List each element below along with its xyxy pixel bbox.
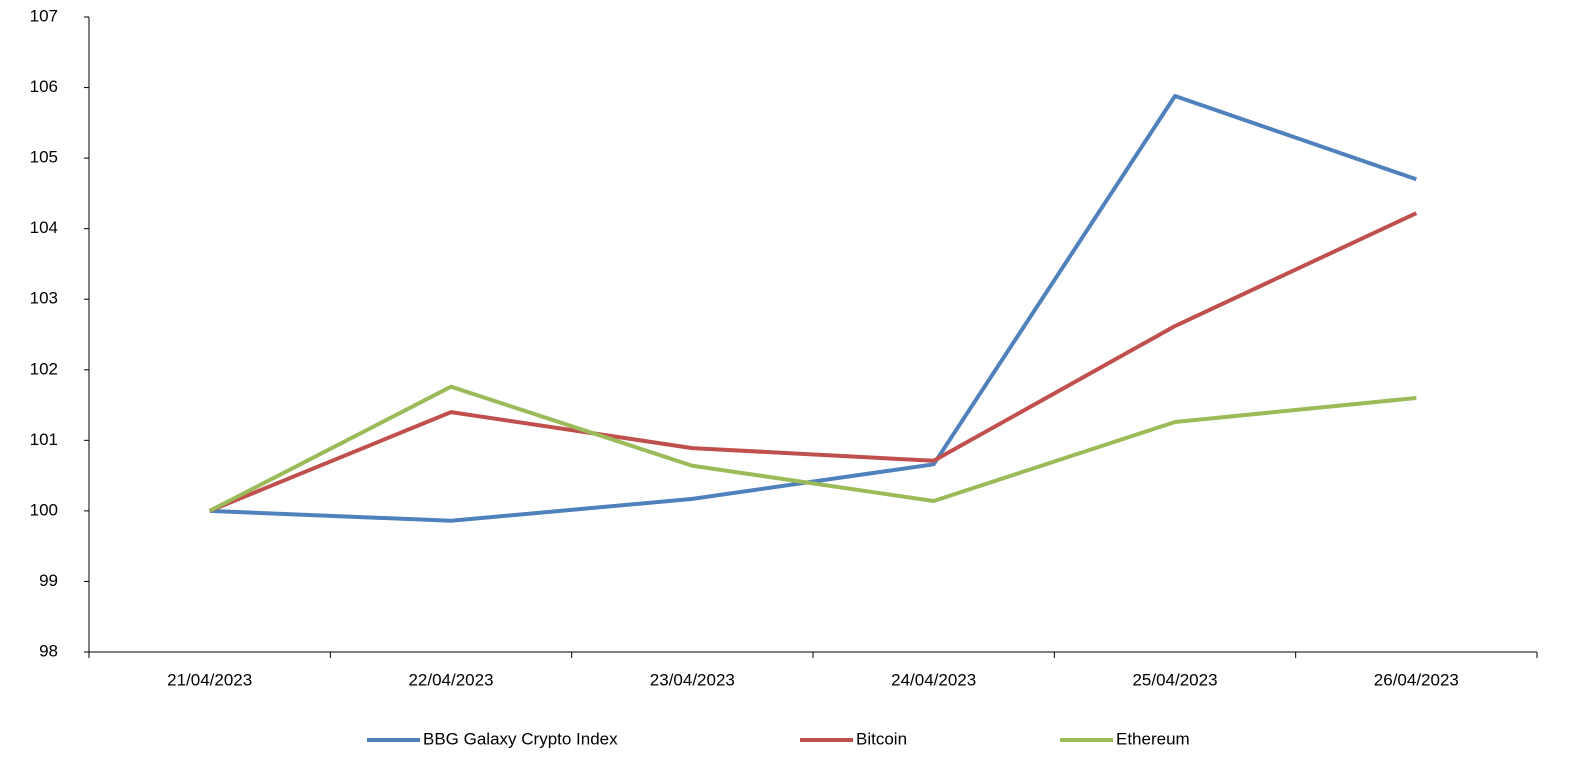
legend-label: BBG Galaxy Crypto Index xyxy=(423,729,618,748)
series-line xyxy=(208,384,1417,513)
y-tick-label: 104 xyxy=(30,218,58,237)
y-tick-label: 105 xyxy=(30,148,58,167)
x-tick-label: 23/04/2023 xyxy=(650,670,735,689)
legend-label: Ethereum xyxy=(1116,729,1190,748)
x-tick-label: 24/04/2023 xyxy=(891,670,976,689)
x-tick-label: 25/04/2023 xyxy=(1132,670,1217,689)
y-tick-label: 101 xyxy=(30,430,58,449)
series-line xyxy=(209,94,1417,523)
y-tick-label: 98 xyxy=(39,641,58,660)
legend-label: Bitcoin xyxy=(856,729,907,748)
x-tick-label: 21/04/2023 xyxy=(167,670,252,689)
y-tick-label: 102 xyxy=(30,359,58,378)
y-tick-label: 99 xyxy=(39,571,58,590)
y-tick-label: 106 xyxy=(30,77,58,96)
y-tick-label: 103 xyxy=(30,289,58,308)
x-tick-label: 26/04/2023 xyxy=(1374,670,1459,689)
series-line xyxy=(208,211,1418,513)
x-tick-label: 22/04/2023 xyxy=(408,670,493,689)
y-tick-label: 107 xyxy=(30,6,58,25)
y-tick-label: 100 xyxy=(30,500,58,519)
